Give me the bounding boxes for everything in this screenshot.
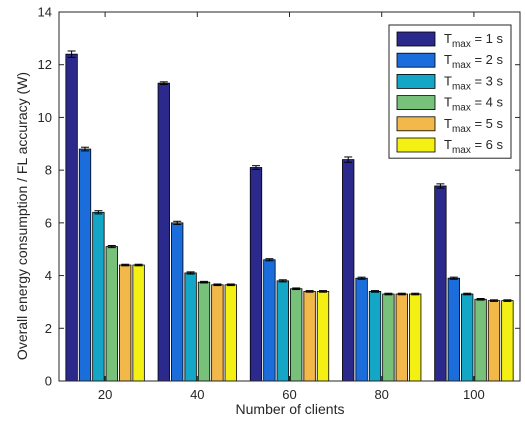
bar: [119, 264, 132, 382]
bar: [197, 281, 211, 382]
y-tick-label: 8: [45, 163, 52, 178]
bar: [211, 284, 224, 382]
legend-label: Tmax = 4 s: [444, 95, 504, 114]
legend-swatch: [396, 52, 436, 68]
legend-swatch: [396, 137, 436, 153]
bar: [224, 284, 237, 382]
legend-label: Tmax = 6 s: [444, 137, 504, 156]
bar: [409, 293, 422, 382]
axes-layer: 0 2 4 6 8 10 12 14 20 40 60 80 100: [38, 5, 521, 402]
bar: [171, 222, 184, 382]
bar: [157, 82, 170, 382]
bar: [303, 290, 316, 382]
y-tick-label: 12: [38, 57, 52, 72]
bar: [249, 167, 263, 382]
legend-label: Tmax = 5 s: [444, 116, 504, 135]
bar: [382, 293, 395, 382]
bar: [501, 300, 514, 382]
y-tick-label: 4: [45, 268, 52, 283]
x-tick-label: 100: [463, 387, 485, 402]
y-tick-label: 2: [45, 321, 52, 336]
x-tick-label: 80: [374, 387, 388, 402]
legend-label: Tmax = 2 s: [444, 52, 504, 71]
x-tick-label: 20: [98, 387, 112, 402]
bar: [65, 53, 78, 382]
y-tick-label: 0: [45, 374, 52, 389]
bar: [78, 148, 92, 382]
x-axis-label: Number of clients: [236, 401, 345, 417]
legend: Tmax = 1 s Tmax = 2 s Tmax = 3 s Tmax = 4 s…: [388, 24, 512, 159]
bar: [92, 211, 105, 382]
y-axis-label: Overall energy consumption / FL accuracy…: [14, 72, 30, 360]
bars-layer: [65, 50, 514, 382]
legend-label: Tmax = 3 s: [444, 73, 504, 92]
legend-box: [388, 24, 512, 159]
bar: [434, 185, 447, 382]
x-tick-label: 60: [282, 387, 296, 402]
legend-swatch: [396, 31, 436, 47]
bar: [474, 298, 487, 382]
y-tick-label: 6: [45, 215, 52, 230]
y-tick-label: 10: [38, 110, 52, 125]
bar: [487, 300, 501, 382]
bar: [184, 272, 197, 382]
x-tick-label: 40: [190, 387, 204, 402]
bar: [263, 259, 276, 382]
legend-swatch: [396, 116, 436, 132]
legend-label: Tmax = 1 s: [444, 31, 504, 50]
bar: [395, 293, 408, 382]
bar: [447, 277, 460, 382]
bar: [316, 290, 330, 382]
bar: [290, 288, 303, 382]
bar: [355, 277, 368, 382]
bar: [342, 159, 355, 382]
legend-swatch: [396, 95, 436, 110]
bar: [461, 293, 474, 382]
bar: [276, 280, 289, 382]
bar: [132, 264, 145, 382]
y-tick-label: 14: [38, 5, 52, 20]
bar: [368, 290, 382, 382]
legend-swatch: [396, 74, 436, 89]
bar: [105, 246, 118, 382]
